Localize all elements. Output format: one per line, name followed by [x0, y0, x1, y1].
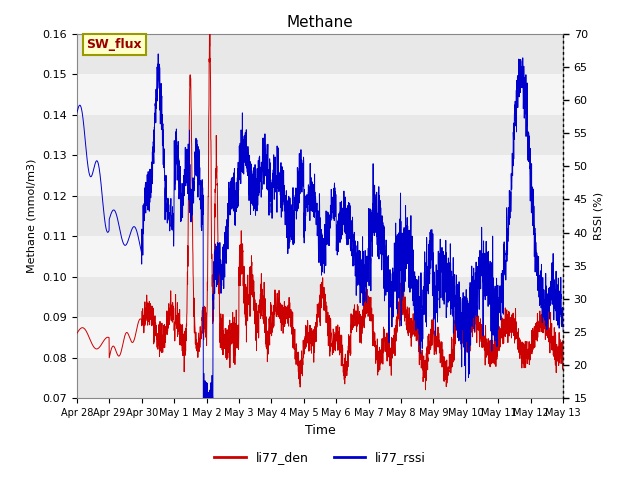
- Bar: [77, 196, 563, 236]
- Bar: [77, 155, 563, 196]
- Text: SW_flux: SW_flux: [86, 38, 142, 51]
- Bar: [77, 236, 563, 277]
- Y-axis label: Methane (mmol/m3): Methane (mmol/m3): [27, 159, 36, 273]
- X-axis label: Time: Time: [305, 424, 335, 437]
- Title: Methane: Methane: [287, 15, 353, 30]
- Bar: [77, 74, 563, 115]
- Legend: li77_den, li77_rssi: li77_den, li77_rssi: [209, 446, 431, 469]
- Bar: [77, 277, 563, 317]
- Bar: [77, 358, 563, 398]
- Bar: [77, 115, 563, 155]
- Bar: [77, 317, 563, 358]
- Bar: [77, 34, 563, 74]
- Y-axis label: RSSI (%): RSSI (%): [593, 192, 604, 240]
